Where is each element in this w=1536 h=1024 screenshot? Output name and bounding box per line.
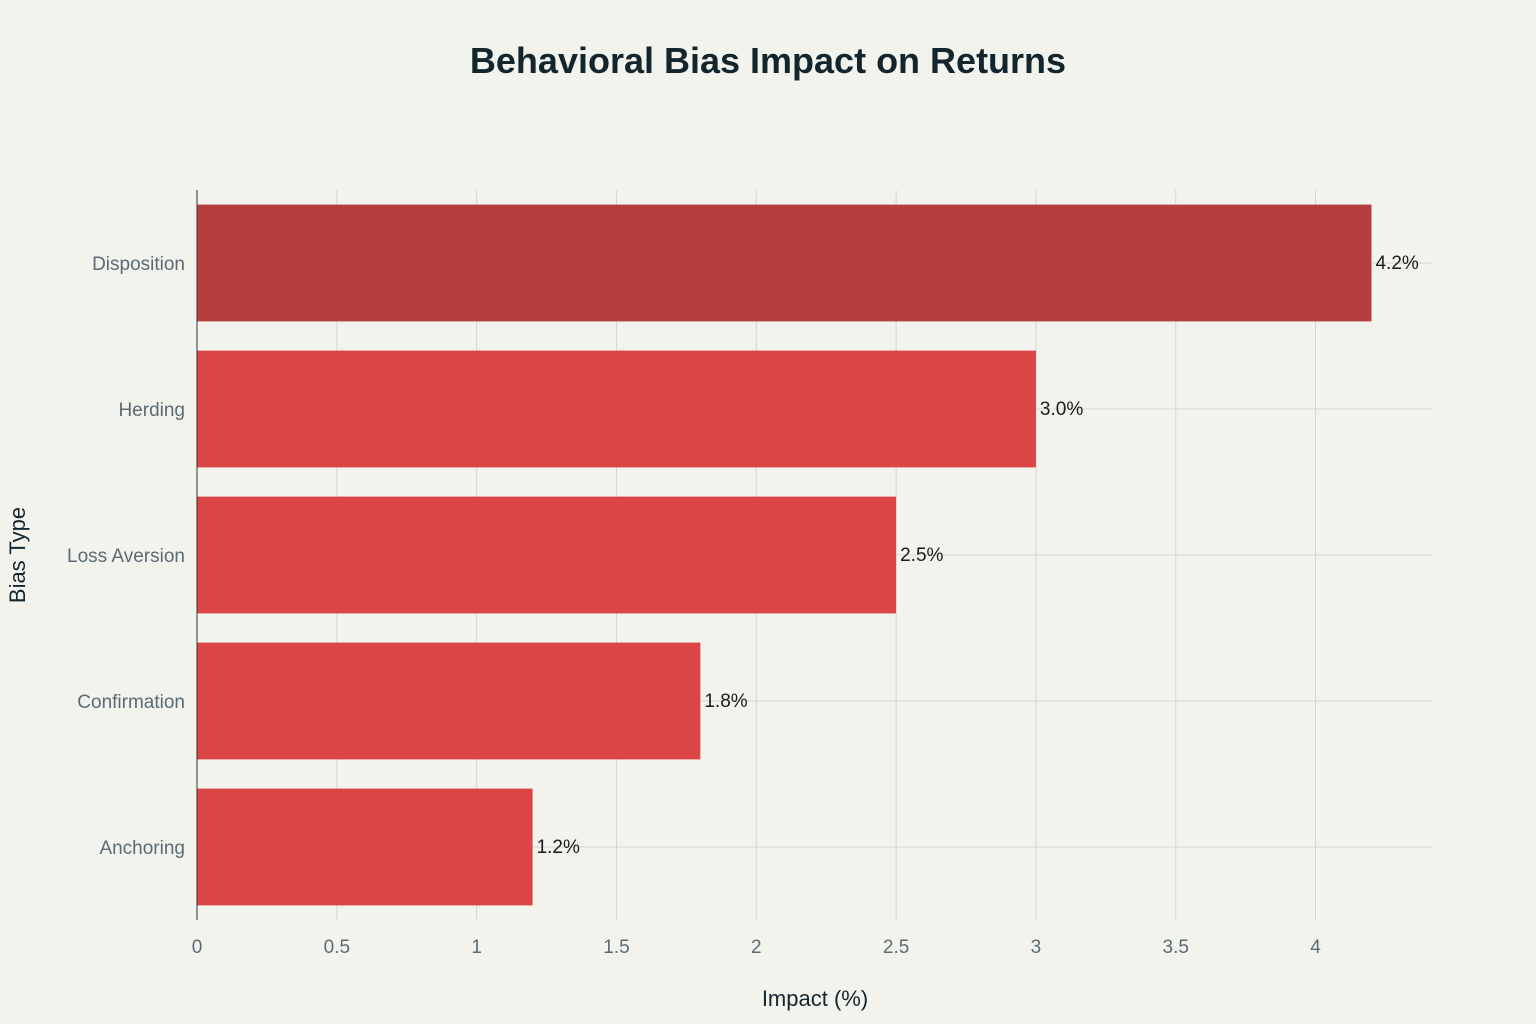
y-axis-title: Bias Type bbox=[5, 507, 30, 603]
y-tick-label: Anchoring bbox=[99, 838, 185, 859]
bar-disposition[interactable] bbox=[197, 204, 1372, 322]
data-label: 3.0% bbox=[1040, 399, 1083, 420]
data-label: 1.8% bbox=[704, 691, 747, 712]
y-tick-labels: Disposition Herding Loss Aversion Confirmat… bbox=[67, 254, 185, 859]
bar-loss-aversion[interactable] bbox=[197, 496, 897, 614]
bar-confirmation[interactable] bbox=[197, 642, 701, 760]
bar-anchoring[interactable] bbox=[197, 788, 533, 906]
x-axis-title: Impact (%) bbox=[762, 986, 868, 1011]
chart-title: Behavioral Bias Impact on Returns bbox=[469, 40, 1067, 81]
x-tick-label: 4 bbox=[1310, 937, 1321, 958]
x-tick-label: 0 bbox=[192, 937, 203, 958]
data-label: 1.2% bbox=[537, 837, 580, 858]
y-tick-label: Disposition bbox=[92, 254, 185, 275]
x-tick-label: 3.5 bbox=[1163, 937, 1189, 958]
x-tick-label: 0.5 bbox=[324, 937, 350, 958]
x-tick-label: 1 bbox=[471, 937, 482, 958]
x-tick-label: 3 bbox=[1031, 937, 1042, 958]
data-label: 2.5% bbox=[900, 545, 943, 566]
x-tick-label: 2 bbox=[751, 937, 762, 958]
y-tick-label: Herding bbox=[118, 400, 185, 421]
bar-herding[interactable] bbox=[197, 350, 1036, 468]
x-tick-label: 2.5 bbox=[883, 937, 909, 958]
data-label: 4.2% bbox=[1375, 253, 1418, 274]
y-tick-label: Confirmation bbox=[77, 692, 185, 713]
y-tick-label: Loss Aversion bbox=[67, 546, 185, 567]
x-tick-label: 1.5 bbox=[603, 937, 629, 958]
x-tick-labels: 0 0.5 1 1.5 2 2.5 3 3.5 4 bbox=[192, 937, 1322, 958]
bars bbox=[197, 204, 1372, 906]
data-labels: 4.2% 3.0% 2.5% 1.8% 1.2% bbox=[537, 253, 1419, 858]
